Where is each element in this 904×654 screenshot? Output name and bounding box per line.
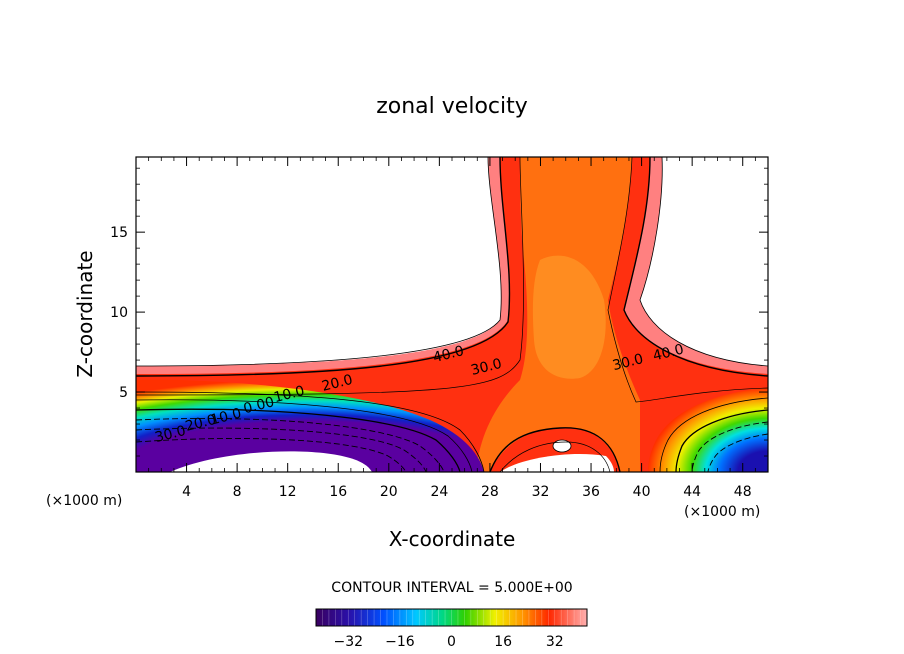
blank-upper-left <box>136 157 502 366</box>
contour-35-center <box>136 157 524 396</box>
colorbar-fill <box>316 609 587 626</box>
colorbar-tick-label: −32 <box>333 634 363 650</box>
contour-10 <box>136 399 473 472</box>
axis-ticks <box>136 157 768 472</box>
x-tick-labels: 4 8 12 16 20 24 28 32 36 40 44 48 <box>182 484 752 500</box>
contour-35-right <box>607 157 768 403</box>
contour-0 <box>136 408 461 472</box>
x-tick-label: 36 <box>582 484 600 500</box>
contour-interval: CONTOUR INTERVAL = 5.000E+00 <box>331 580 572 596</box>
y-axis-label: Z-coordinate <box>73 250 97 377</box>
contour-neg20 <box>136 427 427 472</box>
x-unit-right: (×1000 m) <box>684 504 760 520</box>
contour-0-right <box>675 409 768 472</box>
x-tick-label: 12 <box>279 484 297 500</box>
x-tick-label: 44 <box>683 484 701 500</box>
contour-30-left <box>136 157 511 377</box>
contour-label: 20.0 <box>184 412 218 435</box>
chart-title: zonal velocity <box>376 94 528 119</box>
x-tick-label: 4 <box>182 484 191 500</box>
y-tick-label: 5 <box>119 385 128 401</box>
colorbar-levels <box>315 609 588 626</box>
right-lobe <box>648 388 768 472</box>
x-tick-label: 24 <box>430 484 448 500</box>
x-tick-label: 8 <box>233 484 242 500</box>
x-tick-label: 20 <box>380 484 398 500</box>
contour-neg30 <box>136 438 407 472</box>
colorbar-frame <box>315 608 588 627</box>
contour-label: 10.0 <box>272 383 306 406</box>
blank-low-center <box>500 453 614 472</box>
contour-30-inner <box>489 427 621 472</box>
x-unit-left: (×1000 m) <box>46 493 122 509</box>
y-tick-label: 10 <box>110 305 128 321</box>
x-tick-label: 48 <box>734 484 752 500</box>
x-tick-label: 28 <box>481 484 499 500</box>
x-axis-label: X-coordinate <box>389 527 516 551</box>
contour-label: 30.0 <box>153 423 187 446</box>
left-lobe <box>136 379 484 472</box>
contour-40-left <box>136 157 502 367</box>
x-tick-label: 32 <box>532 484 550 500</box>
blank-bubble <box>552 439 572 453</box>
contour-label: 40.0 <box>431 343 465 366</box>
contour-neg20-right <box>707 433 768 472</box>
contour-label: 10.0 <box>209 405 243 428</box>
y-tick-label: 15 <box>110 225 128 241</box>
colorbar-tick-label: −16 <box>385 634 415 650</box>
blank-upper-right <box>640 157 768 366</box>
contour-neg10 <box>136 418 445 472</box>
colorbar-tick-label: 32 <box>546 634 564 650</box>
blank-low-left <box>170 451 372 472</box>
contour-lines <box>136 157 768 472</box>
contour-label: 30.0 <box>611 351 645 374</box>
colorbar: −32 −16 0 16 32 <box>315 608 588 650</box>
contour-10-right <box>659 397 768 472</box>
colorbar-tick-labels: −32 −16 0 16 32 <box>333 634 563 650</box>
contour-30-right <box>623 157 768 377</box>
contour-20 <box>136 391 485 472</box>
y-tick-labels: 5 10 15 <box>110 225 128 401</box>
colorbar-tick-label: 0 <box>447 634 456 650</box>
contour-label: 20.0 <box>320 372 354 395</box>
x-tick-label: 16 <box>329 484 347 500</box>
contour-label: 0.00 <box>242 394 276 417</box>
contour-label: 40.0 <box>651 341 685 364</box>
contour-40-right <box>639 157 768 367</box>
colorbar-tick-label: 16 <box>494 634 512 650</box>
jet-column-peak <box>532 255 606 379</box>
contour-label: 30.0 <box>469 356 503 379</box>
contour-35-inner <box>499 441 611 472</box>
x-tick-label: 40 <box>633 484 651 500</box>
